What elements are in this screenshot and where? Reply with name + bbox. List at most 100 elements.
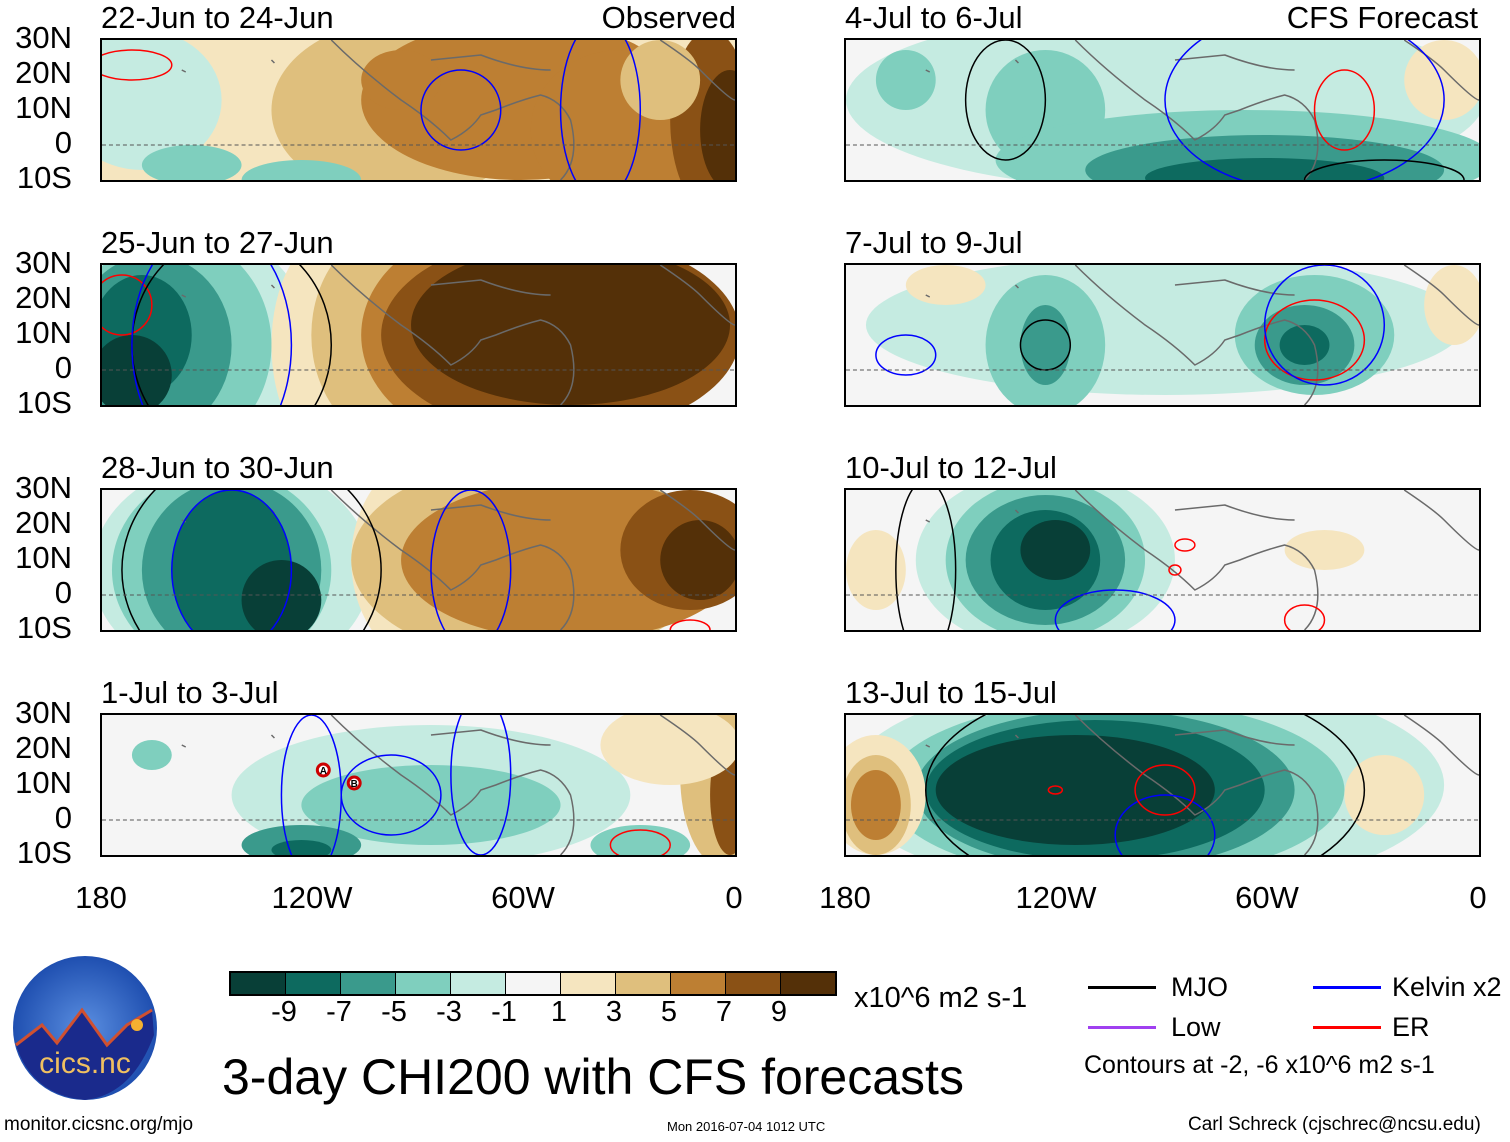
chi200-anomaly-region [131,740,172,770]
lat-tick-label: 30N [15,20,72,55]
lon-tick-label: 180 [75,880,127,915]
lat-tick-label: 10N [15,90,72,125]
chi200-anomaly-region [620,40,701,120]
legend-mjo: MJO [1171,972,1228,1002]
contour-line [669,619,711,630]
colorbar-swatch [451,973,506,994]
legend-low: Low [1171,1012,1221,1042]
chi200-anomaly-region [660,520,735,600]
contour-line [1168,564,1182,576]
colorbar-swatch [231,973,286,994]
contour-line [102,274,153,336]
footer-url[interactable]: monitor.cicsnc.org/mjo [4,1114,194,1135]
contour-line [1134,764,1196,816]
lat-tick-label: 10S [16,835,72,870]
lon-tick-label: 180 [819,880,871,915]
units-label: x10^6 m2 s-1 [854,982,1028,1014]
colorbar-tick-label: 3 [605,996,623,1028]
legend-kelvin-line [1313,986,1381,989]
contour-line [1047,785,1064,795]
chi200-anomaly-region [141,145,242,180]
map-panel [100,488,737,632]
colorbar-swatch [726,973,781,994]
coastline [181,265,735,405]
contour-line [1174,538,1196,552]
colorbar-swatch [341,973,396,994]
contour-line [1263,265,1386,386]
lat-tick-label: 0 [54,350,72,385]
colorbar-tick-label: 1 [550,996,568,1028]
chi200-anomaly-region [361,50,441,110]
panel-title: 13-Jul to 15-Jul [845,675,1057,710]
lon-tick-label: 120W [271,880,353,915]
colorbar-swatch [561,973,616,994]
chi200-anomaly-region [700,70,735,180]
legend-er: ER [1392,1012,1430,1042]
panel-title: 1-Jul to 3-Jul [101,675,279,710]
contour-line [1313,69,1376,151]
legend-low-line [1088,1026,1156,1029]
low-marker [315,762,331,778]
coastline [925,265,1479,405]
colorbar-tick-label: -3 [436,996,462,1028]
contour-line [895,490,957,630]
coastline [925,715,1479,855]
chi200-anomaly-region [271,840,332,855]
lat-tick-label: 10S [16,385,72,420]
lat-tick-label: 10N [15,540,72,575]
colorbar-swatch [616,973,671,994]
contour-line [1303,159,1465,180]
colorbar-swatch [396,973,451,994]
legend-er-line [1313,1026,1381,1029]
chi200-anomaly-region [905,265,986,305]
contour-line [1263,299,1366,381]
chi200-anomaly-region [102,40,222,170]
lon-tick-label: 0 [1469,880,1487,915]
chi200-anomaly-region [241,160,362,180]
footer-timestamp: Mon 2016-07-04 1012 UTC [667,1119,826,1134]
cicsnc-logo: cics.nc [13,956,157,1100]
lat-tick-label: 10N [15,315,72,350]
contour-line [925,715,1366,855]
contour-line [1019,319,1072,371]
contour-line [964,40,1047,161]
contour-line [1114,794,1216,855]
contour-line [1283,604,1326,630]
chi200-anomaly-region [935,735,1215,845]
contour-note: Contours at -2, -6 x10^6 m2 s-1 [1084,1051,1435,1079]
chi200-anomaly-region [590,825,691,855]
colorbar-tick-label: -5 [381,996,407,1028]
footer-author: Carl Schreck (cjschrec@ncsu.edu) [1188,1114,1481,1135]
contour-line [121,490,382,630]
chi200-anomaly-region [1020,520,1091,580]
lat-tick-label: 20N [15,730,72,765]
low-marker-label: B [351,779,358,790]
lat-tick-label: 30N [15,245,72,280]
lat-tick-label: 30N [15,470,72,505]
lat-tick-label: 10S [16,610,72,645]
low-marker-label: A [320,766,327,777]
panel-title: 22-Jun to 24-Jun [101,0,334,35]
lat-tick-label: 0 [54,800,72,835]
map-panel [844,38,1481,182]
contour-line [609,829,671,855]
colorbar-tick-label: -1 [491,996,517,1028]
colorbar-swatch [506,973,561,994]
logo-text: cics.nc [39,1047,131,1080]
contour-line [340,754,442,836]
contour-line [171,490,293,630]
legend-mjo-line [1088,986,1156,989]
contour-line [430,490,512,630]
chi200-anomaly-region [1424,265,1479,345]
map-panel [844,263,1481,407]
map-panel [844,713,1481,857]
map-panel [100,263,737,407]
lon-tick-label: 0 [725,880,743,915]
contour-line [131,265,293,405]
chi200-anomaly-region [1344,755,1425,835]
coastline [181,490,735,630]
observed-label: Observed [601,0,736,35]
chi200-anomaly-region [846,530,906,610]
contour-line [1164,40,1445,180]
colorbar-tick-label: -9 [271,996,297,1028]
